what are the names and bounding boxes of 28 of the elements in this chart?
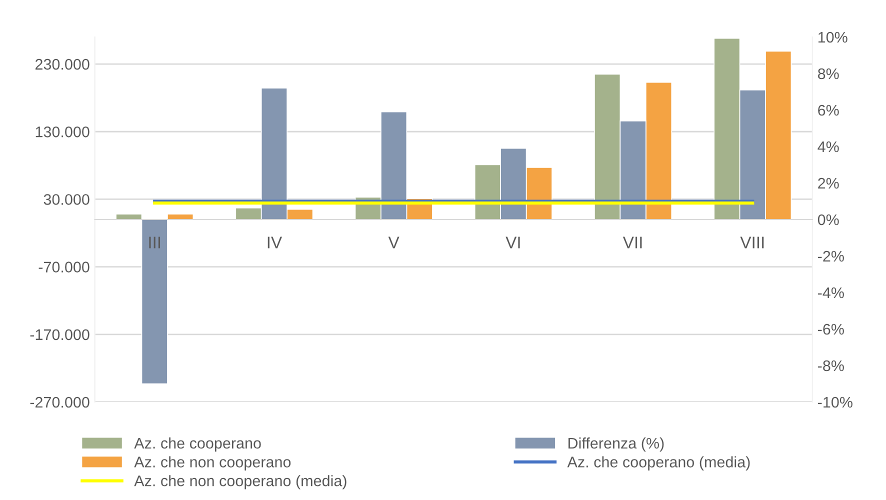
y-tick-label: -270.000 (30, 396, 90, 408)
x-tick-label: III (149, 236, 160, 248)
y2-tick-label: 8% (818, 68, 839, 80)
y2-tick-label: 4% (818, 141, 839, 152)
legend-label: Az. che cooperano (media) (567, 456, 750, 470)
legend-label: Az. che cooperano (134, 437, 261, 452)
y-tick-label: -170.000 (30, 329, 90, 340)
y-tick-label: 130.000 (36, 126, 90, 138)
y2-tick-label: -2% (818, 250, 844, 262)
legend-label: Az. che non cooperano (media) (134, 475, 346, 490)
y2-tick-label: 6% (818, 104, 839, 116)
y2-tick-label: -6% (818, 324, 844, 335)
x-tick-label: IV (268, 236, 282, 248)
x-tick-label: VI (506, 236, 520, 248)
y2-tick-label: 0% (818, 214, 839, 226)
y2-tick-label: -8% (818, 360, 844, 372)
y2-tick-label: 2% (818, 178, 839, 189)
y-tick-label: -70.000 (38, 262, 90, 272)
legend-label: Differenza (%) (568, 437, 664, 452)
y-tick-label: 30.000 (44, 194, 90, 205)
y2-tick-label: 10% (818, 32, 848, 43)
y2-tick-label: -4% (818, 287, 844, 298)
x-tick-label: V (388, 236, 400, 248)
y-tick-label: 230.000 (35, 58, 90, 70)
legend-label: Az. che non cooperano (134, 456, 291, 470)
x-tick-label: VIII (740, 236, 764, 248)
y2-tick-label: -10% (818, 396, 852, 408)
x-tick-label: VII (622, 236, 642, 248)
